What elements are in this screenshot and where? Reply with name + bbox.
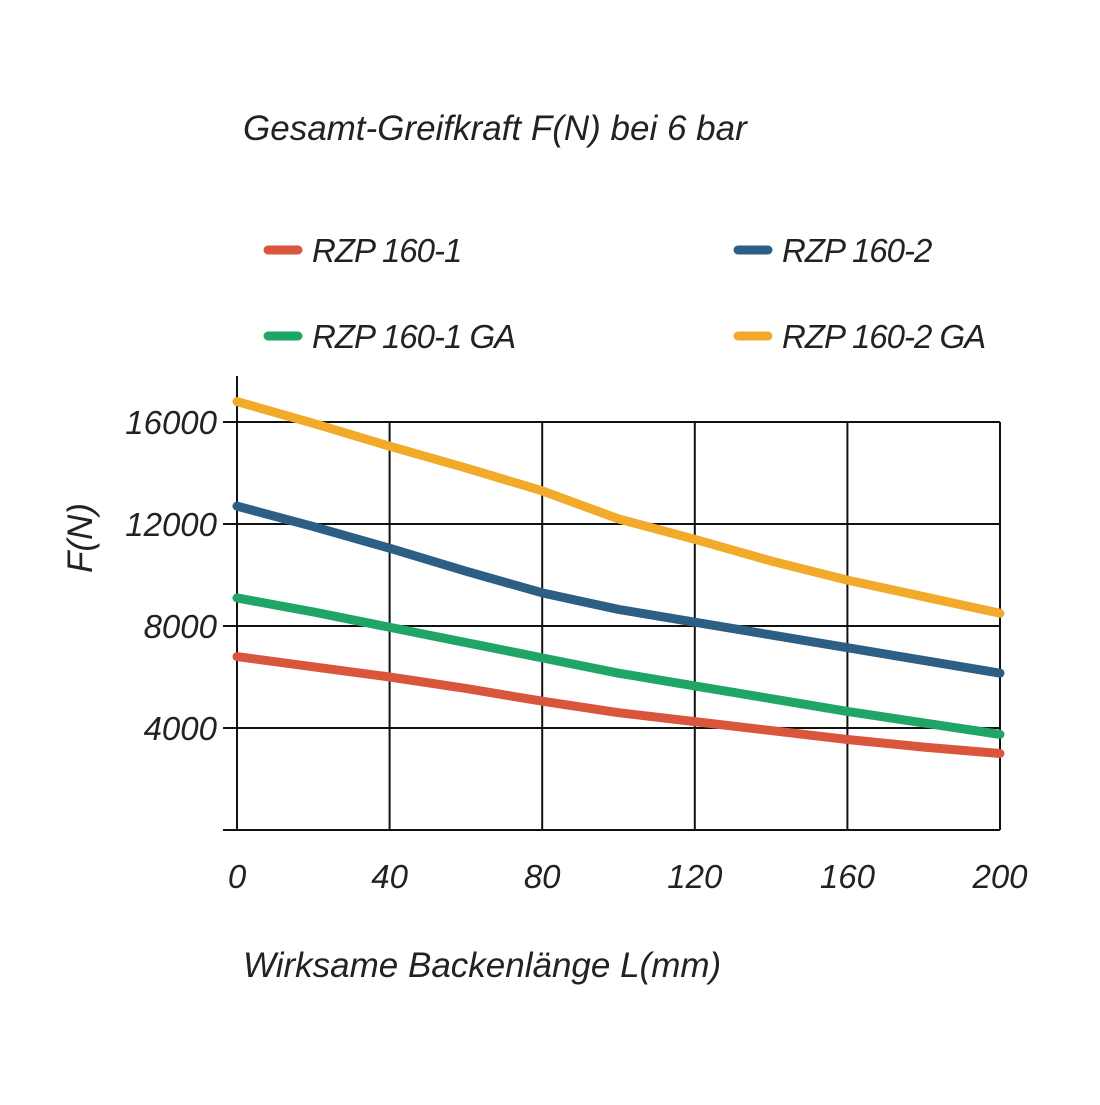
y-tick-labels: 4000 8000 12000 16000 [125,404,217,747]
x-axis-label: Wirksame Backenlänge L(mm) [243,946,721,985]
series-line-3 [232,593,1005,739]
series-line-2 [232,501,1005,678]
x-tick-label: 80 [524,858,561,895]
x-tick-label: 160 [820,858,876,895]
x-tick-label: 200 [971,858,1028,895]
series-lines [232,397,1005,758]
axes [223,376,1000,831]
chart-title: Gesamt-Greifkraft F(N) bei 6 bar [243,109,748,148]
x-tick-label: 120 [667,858,723,895]
y-tick-label: 16000 [125,404,217,441]
y-axis-label: F(N) [61,503,100,573]
x-tick-label: 40 [371,858,408,895]
legend-label: RZP 160-2 GA [782,318,985,355]
legend-label: RZP 160-1 GA [312,318,515,355]
x-tick-label: 0 [228,858,247,895]
y-tick-label: 4000 [144,710,218,747]
y-tick-label: 8000 [144,608,218,645]
series-line-4 [232,397,1005,618]
legend-label: RZP 160-1 [312,232,461,269]
gridlines [223,421,1001,830]
x-tick-labels: 0 40 80 120 160 200 [228,858,1028,895]
series-line-1 [232,652,1005,758]
legend-label: RZP 160-2 [782,232,932,269]
legend: RZP 160-1 RZP 160-2 RZP 160-1 GA RZP 160-2 … [263,232,986,355]
y-tick-label: 12000 [125,506,217,543]
